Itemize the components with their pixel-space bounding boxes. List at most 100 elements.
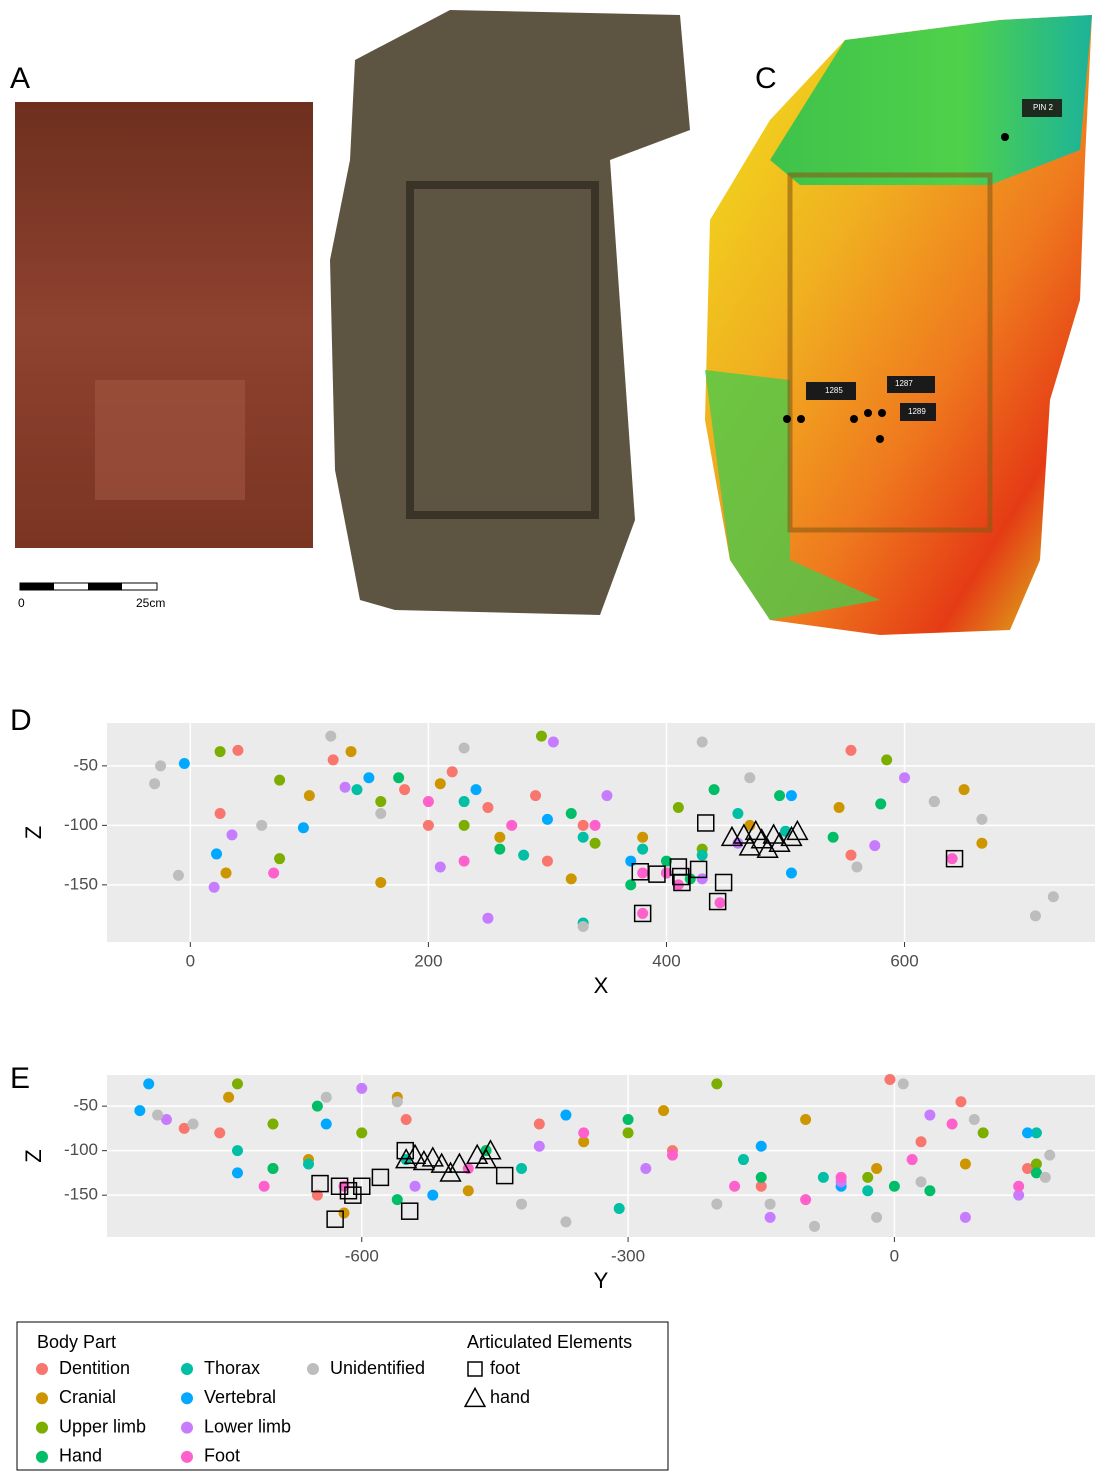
legend-label: Cranial: [59, 1387, 116, 1407]
point: [427, 1190, 438, 1201]
point: [1040, 1172, 1051, 1183]
point: [339, 1207, 350, 1218]
point: [738, 1154, 749, 1165]
point: [881, 754, 892, 765]
point: [340, 782, 351, 793]
point: [862, 1172, 873, 1183]
point: [423, 820, 434, 831]
legend-label: hand: [490, 1387, 530, 1407]
point: [375, 808, 386, 819]
point: [623, 1127, 634, 1138]
point: [399, 784, 410, 795]
point: [534, 1141, 545, 1152]
point: [188, 1118, 199, 1129]
photo-area: [95, 380, 245, 500]
point: [267, 1163, 278, 1174]
legend-label: foot: [490, 1358, 520, 1378]
point: [765, 1212, 776, 1223]
point: [947, 1118, 958, 1129]
point: [506, 820, 517, 831]
point: [215, 808, 226, 819]
legend-label: Unidentified: [330, 1358, 425, 1378]
point: [960, 1159, 971, 1170]
point: [566, 808, 577, 819]
point: [134, 1105, 145, 1116]
point: [1013, 1181, 1024, 1192]
point: [1030, 910, 1041, 921]
point: [303, 1159, 314, 1170]
point: [259, 1181, 270, 1192]
point: [625, 856, 636, 867]
point: [221, 867, 232, 878]
point: [232, 1167, 243, 1178]
point: [947, 853, 958, 864]
point: [298, 822, 309, 833]
point: [590, 838, 601, 849]
point: [828, 832, 839, 843]
point: [899, 772, 910, 783]
point: [756, 1172, 767, 1183]
point: [978, 1127, 989, 1138]
point: [800, 1114, 811, 1125]
point: [179, 758, 190, 769]
point: [312, 1101, 323, 1112]
point: [590, 820, 601, 831]
annotation: 1287: [895, 379, 913, 388]
point: [916, 1176, 927, 1187]
point: [459, 796, 470, 807]
point: [711, 1199, 722, 1210]
point: [924, 1185, 935, 1196]
point: [351, 784, 362, 795]
legend-title: Articulated Elements: [467, 1332, 632, 1352]
point: [809, 1221, 820, 1232]
point: [1048, 891, 1059, 902]
point: [637, 867, 648, 878]
point: [578, 921, 589, 932]
legend-label: Thorax: [204, 1358, 260, 1378]
point: [667, 1150, 678, 1161]
legend-label: Lower limb: [204, 1416, 291, 1436]
scale-bar: [20, 583, 157, 590]
panel-label: A: [10, 62, 30, 95]
point: [959, 784, 970, 795]
x-tick-label: 600: [890, 951, 918, 970]
point: [578, 832, 589, 843]
point: [601, 790, 612, 801]
point: [325, 731, 336, 742]
point: [898, 1078, 909, 1089]
x-tick-label: 0: [186, 951, 195, 970]
x-tick-label: -300: [611, 1246, 645, 1265]
point: [623, 1114, 634, 1125]
point: [435, 862, 446, 873]
point: [356, 1083, 367, 1094]
point: [851, 862, 862, 873]
point: [836, 1172, 847, 1183]
point: [711, 1078, 722, 1089]
point: [401, 1114, 412, 1125]
point: [328, 754, 339, 765]
point: [321, 1118, 332, 1129]
point: [845, 850, 856, 861]
x-tick-label: -600: [345, 1246, 379, 1265]
point: [152, 1110, 163, 1121]
point: [871, 1212, 882, 1223]
point: [274, 775, 285, 786]
point: [637, 844, 648, 855]
point: [578, 820, 589, 831]
point: [834, 802, 845, 813]
point: [173, 870, 184, 881]
point: [578, 1127, 589, 1138]
annotation: 1285: [825, 386, 843, 395]
point: [566, 873, 577, 884]
point: [907, 1154, 918, 1165]
point: [884, 1074, 895, 1085]
point: [356, 1127, 367, 1138]
point: [889, 1181, 900, 1192]
point: [447, 766, 458, 777]
legend-swatch: [181, 1392, 193, 1404]
x-tick-label: 0: [890, 1246, 899, 1265]
point: [536, 731, 547, 742]
point: [274, 853, 285, 864]
point: [346, 746, 357, 757]
annotation: PIN 2: [1033, 103, 1054, 112]
